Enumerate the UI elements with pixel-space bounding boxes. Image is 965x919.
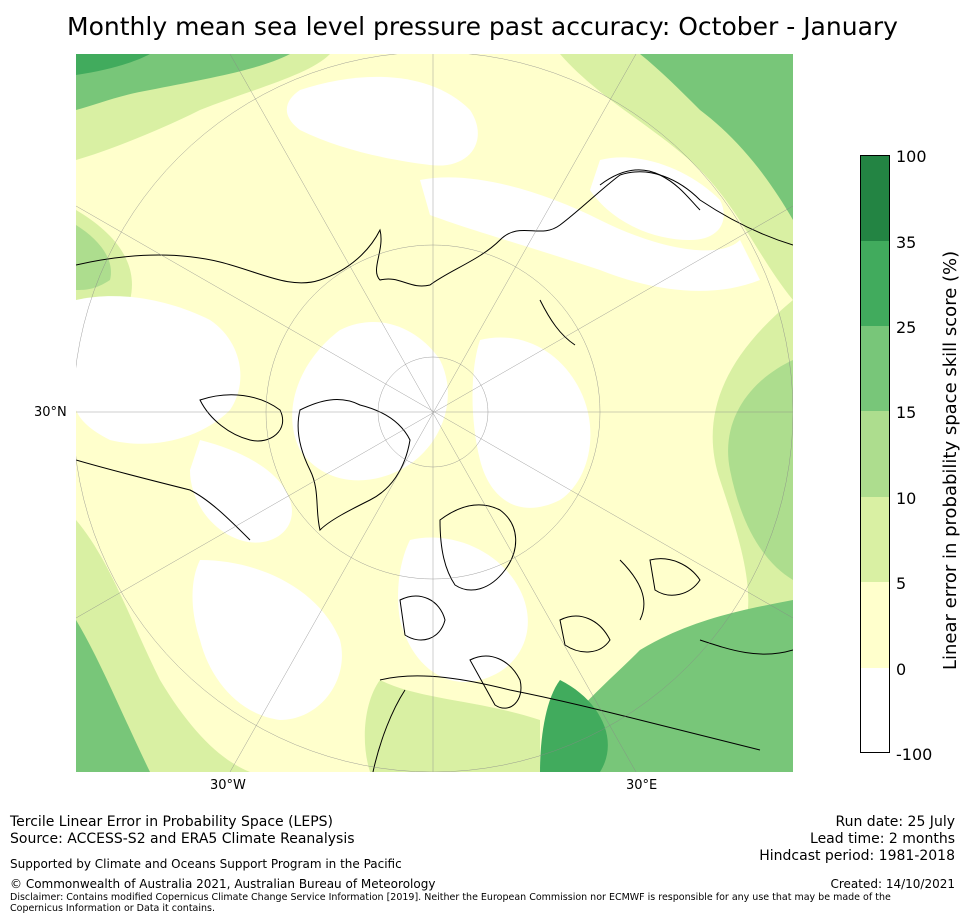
patch-white-8: [190, 440, 292, 543]
cb-band-10-15: [860, 411, 890, 497]
chart-title: Monthly mean sea level pressure past acc…: [67, 12, 898, 41]
patch-white-1: [286, 76, 478, 166]
cb-tick-0: 0: [896, 660, 907, 679]
zone-nw-dark: [76, 54, 290, 110]
coast-italy: [469, 655, 522, 709]
patch-white-7: [398, 537, 528, 682]
lon-label-30w: 30°W: [210, 778, 246, 793]
coast-europe-south: [379, 675, 761, 751]
coast-britain: [399, 595, 446, 641]
cb-band-0-5: [860, 582, 890, 668]
created-date: Created: 14/10/2021: [830, 877, 955, 891]
coast-greenland: [297, 399, 411, 531]
skill-field: [76, 54, 793, 772]
footer-source: Source: ACCESS-S2 and ERA5 Climate Reana…: [10, 831, 355, 847]
zone-sw-dark: [76, 620, 150, 772]
zone-ne-dark: [640, 54, 793, 220]
cb-tick-25: 25: [896, 318, 917, 337]
footer-copyright: © Commonwealth of Australia 2021, Austra…: [10, 877, 436, 891]
colorbar: [860, 155, 890, 753]
coast-blacksea: [559, 615, 611, 653]
coast-n-america: [76, 459, 251, 541]
lead-time: Lead time: 2 months: [810, 831, 955, 847]
coast-caspian: [649, 558, 701, 596]
cb-outline: [860, 155, 890, 753]
lon-label-30e: 30°E: [626, 778, 658, 793]
colorbar-label: Linear error in probability space skill …: [940, 250, 961, 670]
footer-disclaimer: Disclaimer: Contains modified Copernicus…: [10, 892, 891, 914]
patch-white-5: [472, 337, 591, 508]
coast-taymyr: [599, 169, 701, 211]
cb-band-neg100-0: [860, 668, 890, 753]
cb-tick-10: 10: [896, 489, 917, 508]
footer-support: Supported by Climate and Oceans Support …: [10, 857, 402, 871]
footer-leps: Tercile Linear Error in Probability Spac…: [10, 814, 333, 830]
coast-novaya: [539, 299, 576, 346]
hindcast-period: Hindcast period: 1981-2018: [759, 848, 955, 864]
patch-white-6: [192, 560, 342, 720]
coast-baffin: [199, 394, 284, 442]
coast-iberia: [372, 689, 406, 772]
patch-white-3: [76, 296, 241, 444]
cb-tick-15: 15: [896, 403, 917, 422]
zone-se-darker: [540, 680, 608, 772]
cb-tick-100: 100: [896, 147, 927, 166]
cb-tick-neg100: -100: [896, 745, 933, 764]
patch-white-2: [420, 177, 760, 291]
lat-label-30n: 30°N: [34, 405, 67, 420]
graticule: [76, 54, 793, 772]
graticule-meridian-120: [76, 205, 793, 619]
zone-s-light: [364, 680, 540, 772]
patch-white-4: [292, 321, 448, 481]
coast-north-asia: [76, 171, 793, 287]
coast-misc-1: [619, 559, 645, 621]
cb-band-35-100: [860, 155, 890, 241]
cb-band-15-25: [860, 326, 890, 411]
run-date: Run date: 25 July: [835, 814, 955, 830]
cb-tick-35: 35: [896, 233, 917, 252]
zone-e-mid: [728, 360, 793, 580]
cb-band-25-35: [860, 241, 890, 326]
cb-tick-5: 5: [896, 574, 907, 593]
cb-band-5-10: [860, 497, 890, 582]
zone-nw-darker: [76, 54, 150, 75]
coast-scandinavia: [439, 504, 517, 591]
zone-w-mid: [76, 225, 111, 290]
coastlines: [76, 169, 793, 772]
patch-white-9: [590, 157, 724, 240]
